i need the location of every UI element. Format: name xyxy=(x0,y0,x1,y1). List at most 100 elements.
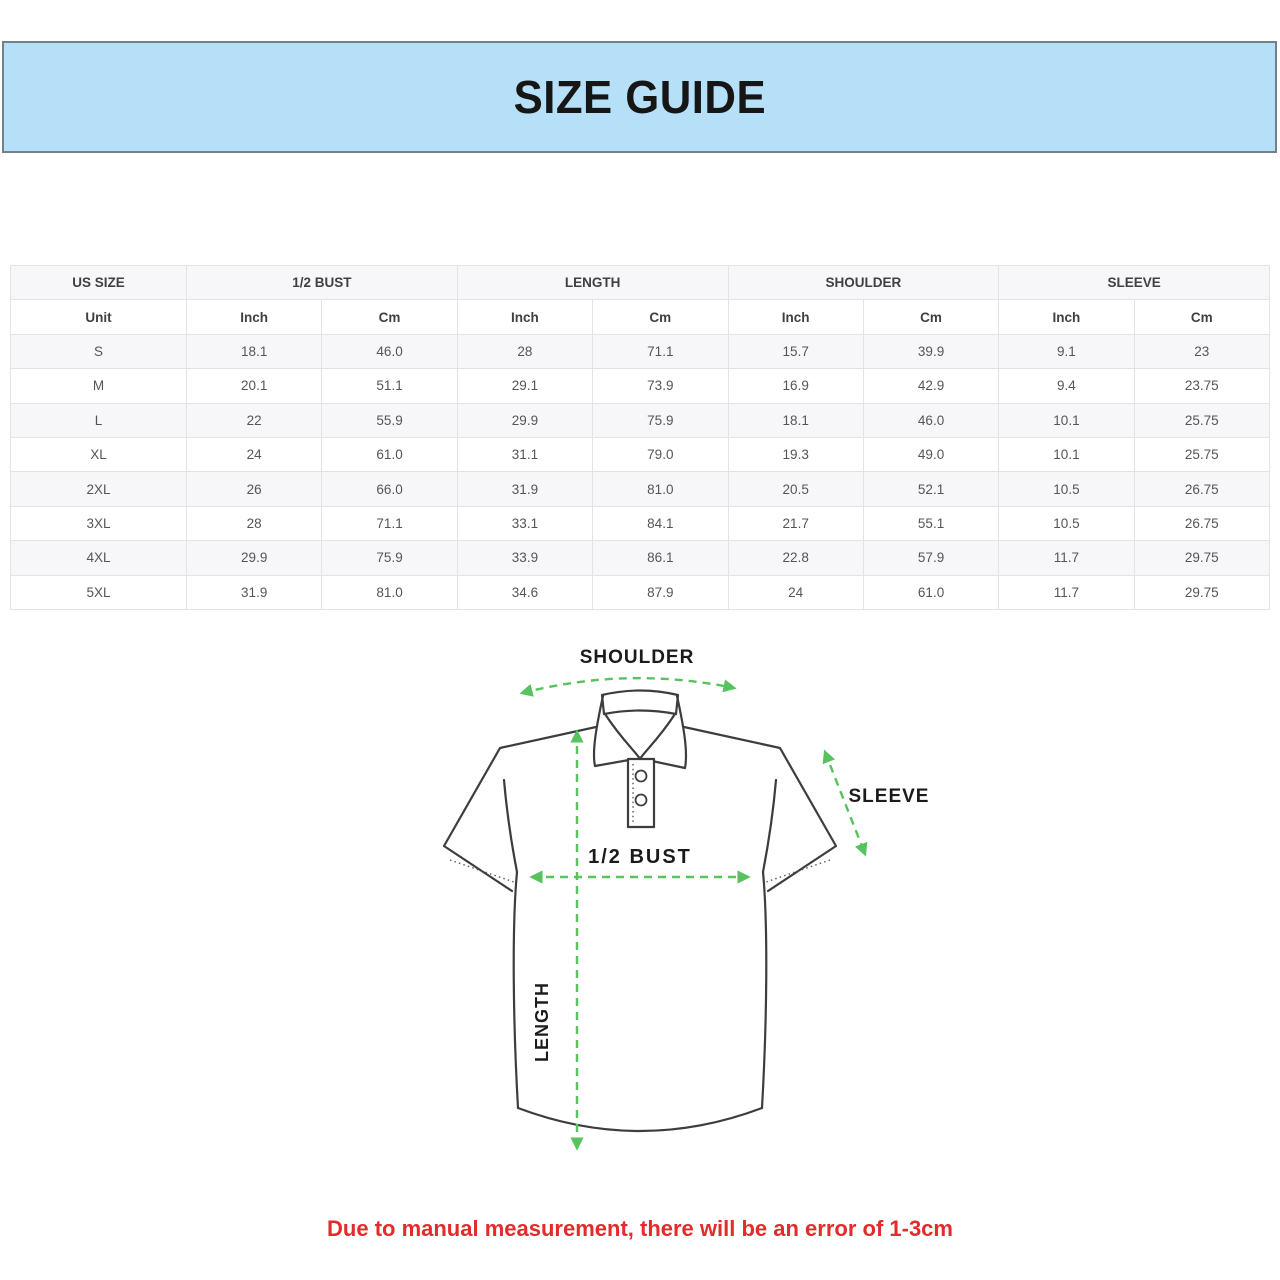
value-cell: 22 xyxy=(185,402,323,438)
size-guide-banner: SIZE GUIDE xyxy=(2,41,1277,153)
value-cell: 28 xyxy=(185,505,323,542)
value-cell: 75.9 xyxy=(592,402,729,438)
collar-right-inner-edge xyxy=(638,712,677,761)
shirt-right-shoulder-sleeve xyxy=(682,725,838,893)
value-cell: 10.5 xyxy=(998,471,1135,507)
measurement-arrows xyxy=(519,676,868,1151)
value-cell: 9.1 xyxy=(998,333,1135,370)
value-cell: 81.0 xyxy=(592,471,729,507)
value-cell: 18.1 xyxy=(185,333,323,370)
unit-cell: Inch xyxy=(998,299,1135,335)
shirt-left-shoulder-sleeve xyxy=(442,725,598,893)
sleeve-label: SLEEVE xyxy=(849,786,930,807)
value-cell: 10.1 xyxy=(998,402,1135,438)
value-cell: 26.75 xyxy=(1133,505,1271,542)
shirt-left-side xyxy=(512,870,520,1110)
sleeve-measure-arrow xyxy=(822,749,868,857)
size-cell: L xyxy=(10,402,187,438)
collar-right-flap xyxy=(650,694,688,770)
value-cell: 20.1 xyxy=(185,368,323,404)
value-cell: 10.1 xyxy=(998,436,1135,473)
value-cell: 25.75 xyxy=(1133,402,1271,438)
value-cell: 11.7 xyxy=(998,540,1135,576)
value-cell: 26 xyxy=(185,471,323,507)
value-cell: 66.0 xyxy=(321,471,458,507)
value-cell: 18.1 xyxy=(727,402,864,438)
value-cell: 15.7 xyxy=(727,333,864,370)
value-cell: 29.75 xyxy=(1133,540,1271,576)
size-row-s: S 18.1 46.0 28 71.1 15.7 39.9 9.1 23 xyxy=(10,333,1271,370)
value-cell: 23 xyxy=(1133,333,1271,370)
value-cell: 29.9 xyxy=(456,402,594,438)
value-cell: 81.0 xyxy=(321,574,458,610)
column-group-sleeve: SLEEVE xyxy=(998,264,1270,301)
value-cell: 46.0 xyxy=(862,402,1000,438)
value-cell: 21.7 xyxy=(727,505,864,542)
unit-cell: Inch xyxy=(185,299,323,335)
collar-left-inner-edge xyxy=(603,712,642,761)
value-cell: 49.0 xyxy=(862,436,1000,473)
value-cell: 55.1 xyxy=(862,505,1000,542)
value-cell: 31.1 xyxy=(456,436,594,473)
right-sleeve-stitch xyxy=(765,859,831,883)
length-label: LENGTH xyxy=(532,982,552,1062)
unit-label-cell: Unit xyxy=(10,299,187,335)
value-cell: 22.8 xyxy=(727,540,864,576)
value-cell: 28 xyxy=(456,333,594,370)
value-cell: 29.1 xyxy=(456,368,594,404)
value-cell: 20.5 xyxy=(727,471,864,507)
value-cell: 19.3 xyxy=(727,436,864,473)
size-row-xl: XL 24 61.0 31.1 79.0 19.3 49.0 10.1 25.75 xyxy=(10,436,1271,473)
button xyxy=(634,793,648,807)
value-cell: 29.9 xyxy=(185,540,323,576)
value-cell: 55.9 xyxy=(321,402,458,438)
size-table: US SIZE 1/2 BUST LENGTH SHOULDER SLEEVE Unit… xyxy=(10,264,1271,610)
value-cell: 24 xyxy=(185,436,323,473)
value-cell: 84.1 xyxy=(592,505,729,542)
shirt-right-side xyxy=(760,870,768,1110)
value-cell: 10.5 xyxy=(998,505,1135,542)
value-cell: 24 xyxy=(727,574,864,610)
placket xyxy=(626,757,656,829)
value-cell: 75.9 xyxy=(321,540,458,576)
half-bust-label: 1/2 BUST xyxy=(588,846,692,868)
shoulder-measure-arrow xyxy=(519,676,737,697)
value-cell: 42.9 xyxy=(862,368,1000,404)
unit-cell: Inch xyxy=(727,299,864,335)
column-group-shoulder: SHOULDER xyxy=(727,264,1000,301)
value-cell: 9.4 xyxy=(998,368,1135,404)
column-group-length: LENGTH xyxy=(456,264,729,301)
value-cell: 33.9 xyxy=(456,540,594,576)
size-cell: 3XL xyxy=(10,505,187,542)
value-cell: 26.75 xyxy=(1133,471,1271,507)
collar-left-flap xyxy=(592,694,631,768)
collar-band xyxy=(600,689,680,716)
value-cell: 52.1 xyxy=(862,471,1000,507)
column-group-row: US SIZE 1/2 BUST LENGTH SHOULDER SLEEVE xyxy=(10,264,1270,301)
size-table-body: S 18.1 46.0 28 71.1 15.7 39.9 9.1 23 M 20.1 51.1 29.… xyxy=(10,333,1271,610)
polo-diagram-svg: SHOULDER SLEEVE 1/2 BUST LENGTH xyxy=(442,647,930,1151)
unit-cell: Cm xyxy=(592,299,729,335)
value-cell: 16.9 xyxy=(727,368,864,404)
value-cell: 46.0 xyxy=(321,333,458,370)
size-cell: XL xyxy=(10,436,187,473)
shirt-right-armhole-seam xyxy=(761,778,778,874)
value-cell: 71.1 xyxy=(592,333,729,370)
stitch-lines xyxy=(449,764,831,883)
value-cell: 79.0 xyxy=(592,436,729,473)
size-cell: 2XL xyxy=(10,471,187,507)
size-row-4xl: 4XL 29.9 75.9 33.9 86.1 22.8 57.9 11.7 29.75 xyxy=(10,540,1271,576)
value-cell: 86.1 xyxy=(592,540,729,576)
unit-cell: Inch xyxy=(456,299,594,335)
shirt-left-armhole-seam xyxy=(502,778,519,874)
unit-cell: Cm xyxy=(1133,299,1271,335)
unit-cell: Cm xyxy=(321,299,458,335)
measurement-disclaimer: Due to manual measurement, there will be… xyxy=(327,1216,953,1241)
size-row-l: L 22 55.9 29.9 75.9 18.1 46.0 10.1 25.75 xyxy=(10,402,1271,438)
page-title: SIZE GUIDE xyxy=(513,71,766,123)
size-row-2xl: 2XL 26 66.0 31.9 81.0 20.5 52.1 10.5 26.75 xyxy=(10,471,1271,507)
value-cell: 61.0 xyxy=(321,436,458,473)
size-row-3xl: 3XL 28 71.1 33.1 84.1 21.7 55.1 10.5 26.75 xyxy=(10,505,1271,542)
left-sleeve-stitch xyxy=(449,859,515,883)
value-cell: 29.75 xyxy=(1133,574,1271,610)
